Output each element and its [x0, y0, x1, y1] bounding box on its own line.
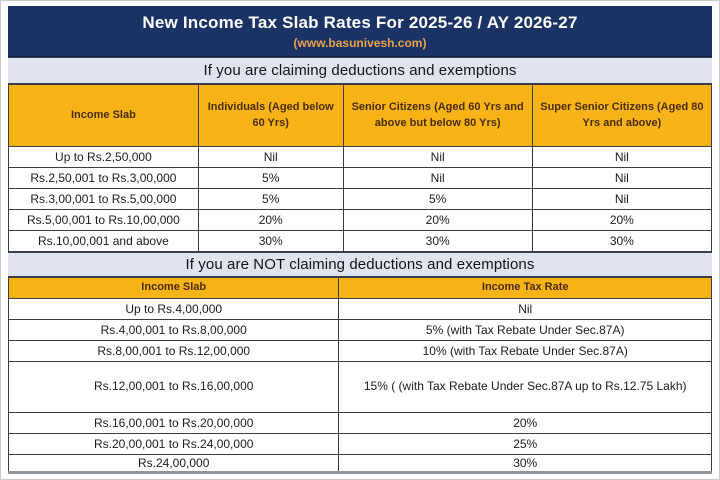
rate-cell: Nil — [338, 298, 712, 320]
slab-cell: Rs.24,00,000 — [7, 453, 340, 474]
table-header-row: Income Slab Individuals (Aged below 60 Y… — [8, 84, 713, 147]
slab-cell: Rs.4,00,001 to Rs.8,00,000 — [7, 319, 340, 341]
rate-cell: 10% (with Tax Rebate Under Sec.87A) — [338, 340, 712, 362]
rate-cell: Nil — [531, 167, 713, 189]
column-header-senior-citizens: Senior Citizens (Aged 60 Yrs and above b… — [342, 84, 533, 147]
column-header-income-slab: Income Slab — [8, 84, 199, 147]
rate-cell: 20% — [342, 209, 533, 231]
rate-cell: Nil — [342, 167, 533, 189]
column-header-individuals: Individuals (Aged below 60 Yrs) — [197, 84, 344, 147]
rate-cell: Nil — [531, 146, 713, 168]
table-row: Rs.3,00,001 to Rs.5,00,000 5% 5% Nil — [8, 188, 713, 210]
rate-cell: 5% (with Tax Rebate Under Sec.87A) — [338, 319, 712, 341]
slab-cell: Up to Rs.4,00,000 — [7, 298, 340, 320]
slab-cell: Up to Rs.2,50,000 — [8, 146, 199, 168]
table-row: Rs.12,00,001 to Rs.16,00,000 15% ( (with… — [7, 361, 712, 413]
rate-cell: 30% — [338, 453, 712, 474]
slab-cell: Rs.10,00,001 and above — [8, 230, 199, 252]
slab-cell: Rs.8,00,001 to Rs.12,00,000 — [7, 340, 340, 362]
rate-cell: Nil — [531, 188, 713, 210]
slab-cell: Rs.2,50,001 to Rs.3,00,000 — [8, 167, 199, 189]
rate-cell: 5% — [197, 167, 344, 189]
rate-cell: 30% — [197, 230, 344, 252]
column-header-super-senior-citizens: Super Senior Citizens (Aged 80 Yrs and a… — [531, 84, 713, 147]
slab-cell: Rs.3,00,001 to Rs.5,00,000 — [8, 188, 199, 210]
slab-cell: Rs.16,00,001 to Rs.20,00,000 — [7, 412, 340, 434]
slab-cell: Rs.20,00,001 to Rs.24,00,000 — [7, 433, 340, 455]
slab-cell: Rs.5,00,001 to Rs.10,00,000 — [8, 209, 199, 231]
table-row: Rs.5,00,001 to Rs.10,00,000 20% 20% 20% — [8, 209, 713, 231]
rate-cell: 20% — [531, 209, 713, 231]
table-header-row: Income Slab Income Tax Rate — [7, 277, 712, 299]
column-header-income-slab: Income Slab — [7, 277, 340, 299]
section-heading-text: If you are NOT claiming deductions and e… — [185, 256, 535, 273]
rate-cell: 5% — [197, 188, 344, 210]
table-row: Rs.4,00,001 to Rs.8,00,000 5% (with Tax … — [7, 319, 712, 341]
old-regime-table: Income Slab Individuals (Aged below 60 Y… — [8, 84, 713, 252]
section-heading-text: If you are claiming deductions and exemp… — [203, 62, 517, 79]
rate-cell: Nil — [197, 146, 344, 168]
rate-cell: 15% ( (with Tax Rebate Under Sec.87A up … — [338, 361, 712, 413]
column-header-income-tax-rate: Income Tax Rate — [338, 277, 712, 299]
rate-cell: 30% — [342, 230, 533, 252]
table-row: Rs.16,00,001 to Rs.20,00,000 20% — [7, 412, 712, 434]
table-row: Up to Rs.2,50,000 Nil Nil Nil — [8, 146, 713, 168]
rate-cell: 30% — [531, 230, 713, 252]
rate-cell: 25% — [338, 433, 712, 455]
rate-cell: 20% — [197, 209, 344, 231]
table-row: Rs.8,00,001 to Rs.12,00,000 10% (with Ta… — [7, 340, 712, 362]
slab-cell: Rs.12,00,001 to Rs.16,00,000 — [7, 361, 340, 413]
section-heading-not-claiming: If you are NOT claiming deductions and e… — [8, 252, 712, 277]
table-row: Rs.2,50,001 to Rs.3,00,000 5% Nil Nil — [8, 167, 713, 189]
table-row: Rs.10,00,001 and above 30% 30% 30% — [8, 230, 713, 252]
rate-cell: Nil — [342, 146, 533, 168]
rate-cell: 20% — [338, 412, 712, 434]
new-regime-table: Income Slab Income Tax Rate Up to Rs.4,0… — [7, 277, 712, 475]
table-row: Rs.20,00,001 to Rs.24,00,000 25% — [7, 433, 712, 455]
website-url: (www.basunivesh.com) — [293, 36, 427, 51]
section-heading-claiming: If you are claiming deductions and exemp… — [8, 57, 712, 84]
rate-cell: 5% — [342, 188, 533, 210]
table-row: Rs.24,00,000 30% — [7, 453, 712, 474]
content-frame: New Income Tax Slab Rates For 2025-26 / … — [7, 6, 713, 475]
table-row: Up to Rs.4,00,000 Nil — [7, 298, 712, 320]
title-bar: New Income Tax Slab Rates For 2025-26 / … — [8, 6, 712, 57]
page-title: New Income Tax Slab Rates For 2025-26 / … — [142, 12, 578, 32]
